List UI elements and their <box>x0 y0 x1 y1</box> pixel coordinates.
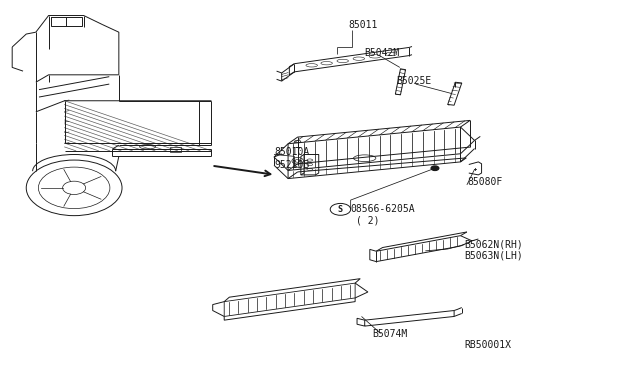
Text: B5062N(RH): B5062N(RH) <box>465 240 523 250</box>
Text: ( 2): ( 2) <box>356 215 380 225</box>
Circle shape <box>431 166 439 170</box>
Text: B5025E: B5025E <box>397 77 432 86</box>
Text: B5042M: B5042M <box>365 48 400 58</box>
Text: RB50001X: RB50001X <box>465 340 511 350</box>
Text: B5074M: B5074M <box>372 328 408 339</box>
Text: 85011: 85011 <box>349 20 378 30</box>
Text: 85010A: 85010A <box>274 147 309 157</box>
Text: 95210B: 95210B <box>274 160 309 170</box>
Text: 85080F: 85080F <box>467 177 502 187</box>
Text: B5063N(LH): B5063N(LH) <box>465 251 523 261</box>
Text: 08566-6205A: 08566-6205A <box>351 204 415 214</box>
Text: S: S <box>338 205 343 214</box>
Bar <box>170 147 181 152</box>
